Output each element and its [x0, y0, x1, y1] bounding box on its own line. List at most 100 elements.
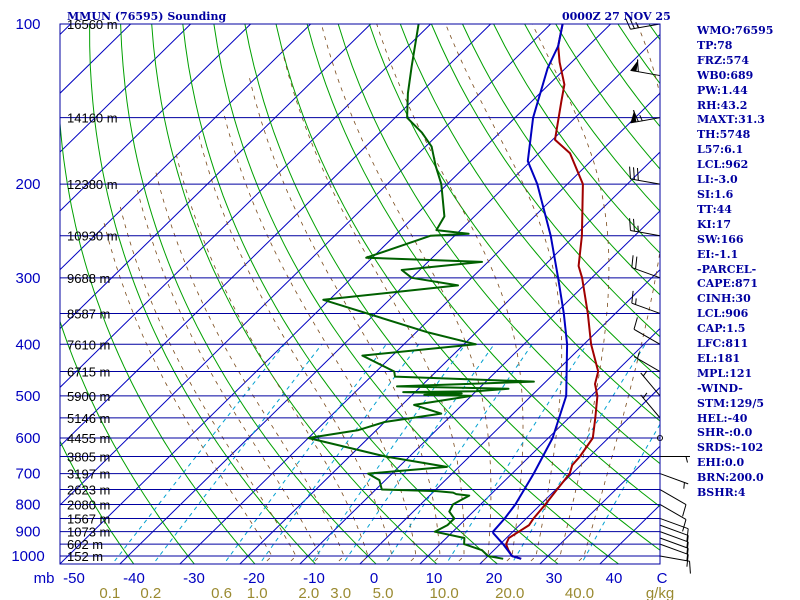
wind-barb-full: [682, 504, 687, 517]
wind-barb-staff: [659, 543, 689, 555]
wind-barb-staff: [633, 356, 661, 372]
index-item: RH:43.2: [697, 98, 748, 112]
mixing-ratio-line: [384, 344, 533, 564]
dry-adiabat-line: [213, 24, 559, 564]
index-item: HEL:-40: [697, 411, 748, 425]
mixing-ratio-tick-label: 0.2: [140, 585, 161, 600]
mixing-ratio-tick-label: 0.6: [211, 585, 232, 600]
wind-barb-staff: [640, 394, 661, 419]
wind-barb-full: [633, 167, 635, 180]
mixing-ratio-tick-label: 1.0: [247, 585, 268, 600]
temperature-tick-label: 20: [486, 570, 503, 587]
mixing-ratio-tick-label: 40.0: [565, 585, 594, 600]
wind-barb-half: [642, 392, 648, 399]
index-item: LCL:962: [697, 158, 749, 172]
mixing-ratio-line: [342, 344, 495, 564]
moist-adiabat-line: [445, 24, 563, 564]
wind-barb-full: [629, 166, 631, 179]
isotherm-line: [60, 24, 131, 94]
index-item: STM:129/5: [697, 396, 764, 410]
isotherm-line: [60, 24, 311, 271]
wind-barb-full: [686, 535, 689, 548]
plot-frame: [59, 23, 661, 565]
pressure-tick-label: 700: [15, 466, 40, 483]
isotherm-line: [359, 269, 660, 564]
isotherm-line: [60, 24, 611, 564]
mixing-ratio-tick-label: 20.0: [495, 585, 524, 600]
wind-barb-full: [628, 17, 635, 29]
wind-barb-half: [683, 482, 685, 489]
dry-adiabat-line: [493, 24, 660, 254]
height-label: 12380 m: [67, 177, 118, 192]
index-item: BSHR:4: [697, 486, 746, 500]
index-item: FRZ:574: [697, 53, 750, 67]
moist-adiabat-line: [175, 153, 369, 564]
wind-barb-full: [636, 167, 639, 181]
isotherm-line: [539, 445, 660, 564]
index-item: SW:166: [697, 232, 744, 246]
mixing-ratio-line: [258, 344, 420, 564]
pressure-tick-label: 400: [15, 336, 40, 353]
wind-barb-full: [689, 561, 691, 574]
height-label: 2623 m: [67, 483, 110, 498]
wind-barb-staff: [631, 267, 661, 279]
chart-datetime: 0000Z 27 NOV 25: [562, 10, 671, 23]
index-item: CAP:1.5: [697, 322, 746, 336]
moist-adiabat-line: [103, 221, 273, 564]
dry-adiabat-line: [275, 24, 660, 551]
index-item: EHI:0.0: [697, 456, 745, 470]
mixing-ratio-axis-label: g/kg: [646, 585, 674, 600]
isotherm-line: [119, 33, 660, 564]
wind-barb-full: [686, 548, 689, 561]
height-label: 4455 m: [67, 431, 110, 446]
wind-barb-staff: [630, 230, 661, 237]
isotherm-line: [60, 24, 191, 153]
temperature-tick-label: 30: [546, 570, 563, 587]
chart-grid: [60, 24, 660, 564]
wind-barb-full: [636, 59, 639, 72]
isotherm-line: [60, 24, 371, 330]
mixing-ratio-line: [310, 344, 466, 564]
height-label: 6715 m: [67, 365, 110, 380]
dry-adiabat-line: [430, 24, 660, 338]
height-label: 7610 m: [67, 337, 110, 352]
dry-adiabat-line: [462, 24, 660, 296]
wind-barb-full: [633, 317, 638, 330]
index-item: PW:1.44: [697, 83, 748, 97]
wind-barb-half: [637, 352, 640, 359]
pressure-axis-label: mb: [34, 570, 55, 587]
moist-adiabat-line: [575, 24, 660, 564]
wind-barb-half: [639, 114, 643, 122]
temperature-tick-label: 40: [606, 570, 623, 587]
height-label: 2080 m: [67, 497, 110, 512]
dry-adiabat-line: [60, 440, 135, 564]
index-item: -WIND-: [697, 381, 743, 395]
isotherm-line: [479, 386, 660, 564]
pressure-tick-label: 500: [15, 388, 40, 405]
dry-adiabat-line: [337, 24, 660, 465]
wind-barb-full: [629, 218, 631, 231]
height-label: 1073 m: [67, 525, 110, 540]
wind-barb-full: [686, 541, 689, 555]
wind-barbs: [624, 17, 691, 574]
wind-barb-staff: [631, 302, 661, 314]
moist-adiabat-line: [248, 75, 441, 564]
wind-barb-staff: [630, 117, 661, 124]
pressure-tick-label: 300: [15, 270, 40, 287]
pressure-tick-label: 800: [15, 496, 40, 513]
wind-barb-half: [642, 370, 648, 377]
height-label: 10930 m: [67, 229, 118, 244]
height-label: 5146 m: [67, 411, 110, 426]
isotherm-line: [239, 151, 660, 564]
dry-adiabat-line: [120, 24, 377, 564]
temperature-tick-label: -10: [303, 570, 325, 587]
mixing-ratio-tick-label: 5.0: [373, 585, 394, 600]
wind-barb-full: [633, 218, 635, 232]
mixing-ratio-line: [111, 343, 285, 564]
moist-adiabat-line: [137, 189, 321, 564]
mixing-ratio-line: [152, 343, 323, 564]
temperature-trace: [505, 24, 600, 560]
height-label: 602 m: [67, 537, 103, 552]
